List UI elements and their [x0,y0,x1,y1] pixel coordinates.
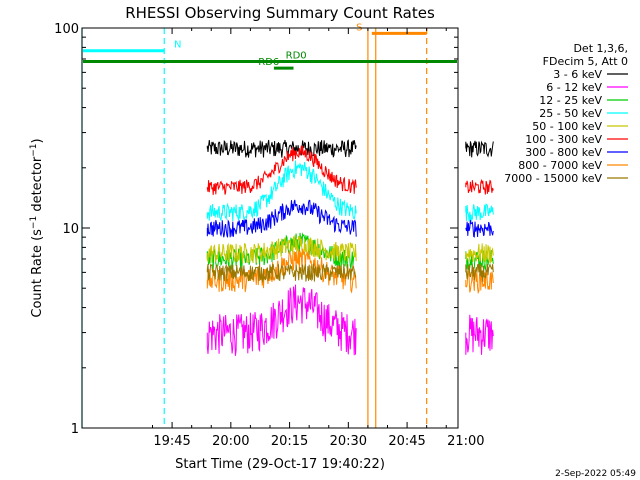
series-line-7-seg-1 [465,269,494,295]
series-lines [206,139,494,356]
series-line-7-seg-0 [206,248,357,294]
y-tick-label-0: 1 [71,422,79,437]
legend-label-1: 6 - 12 keV [546,81,602,94]
series-line-3-seg-0 [206,160,357,222]
legend-label-0: 3 - 6 keV [553,68,602,81]
series-line-8-seg-0 [206,263,357,284]
series-line-5-seg-1 [465,178,494,195]
series-line-5-seg-0 [206,145,357,195]
annotation-label-2: RD6 [258,57,279,68]
legend-header-0: Det 1,3,6, [573,42,628,55]
vertical-markers [81,28,428,428]
x-tick-label-4: 20:45 [388,434,425,449]
series-line-4-seg-1 [465,243,494,264]
series-line-8-seg-1 [465,263,494,282]
x-tick-label-2: 20:15 [271,434,308,449]
x-tick-label-3: 20:30 [330,434,367,449]
series-line-0-seg-1 [465,140,494,158]
series-line-1-seg-1 [465,314,494,355]
legend-label-4: 50 - 100 keV [532,120,602,133]
series-line-0-seg-0 [206,139,357,158]
chart-title: RHESSI Observing Summary Count Rates [125,4,435,22]
legend-header-1: FDecim 5, Att 0 [543,55,628,68]
y-tick-label-1: 10 [62,222,79,237]
x-axis-title: Start Time (29-Oct-17 19:40:22) [175,457,385,472]
x-axis: 19:45 20:00 20:15 20:30 20:45 21:00 [152,28,485,449]
series-line-1-seg-0 [206,284,357,356]
legend-label-6: 300 - 800 keV [525,146,602,159]
series-line-6-seg-1 [465,219,494,238]
annotation-label-1: RD0 [286,50,307,61]
annotation-label-0: N [174,40,181,51]
x-tick-label-0: 19:45 [153,434,190,449]
x-tick-label-1: 20:00 [212,434,249,449]
legend-label-5: 100 - 300 keV [525,133,602,146]
series-line-3-seg-1 [465,203,494,222]
legend-label-8: 7000 - 15000 keV [504,172,602,185]
footer-date: 2-Sep-2022 05:49 [555,469,636,479]
x-tick-label-5: 21:00 [447,434,484,449]
legend-label-7: 800 - 7000 keV [518,159,602,172]
plot-frame [81,27,459,429]
legend-label-3: 25 - 50 keV [539,107,602,120]
legend-label-2: 12 - 25 keV [539,94,602,107]
y-axis-title: Count Rate (s−1 detector−1) [29,138,45,317]
y-tick-label-2: 100 [54,22,79,37]
series-line-6-seg-0 [206,199,357,238]
y-axis: 1 10 100 [54,22,458,437]
series-line-4-seg-0 [206,234,357,264]
